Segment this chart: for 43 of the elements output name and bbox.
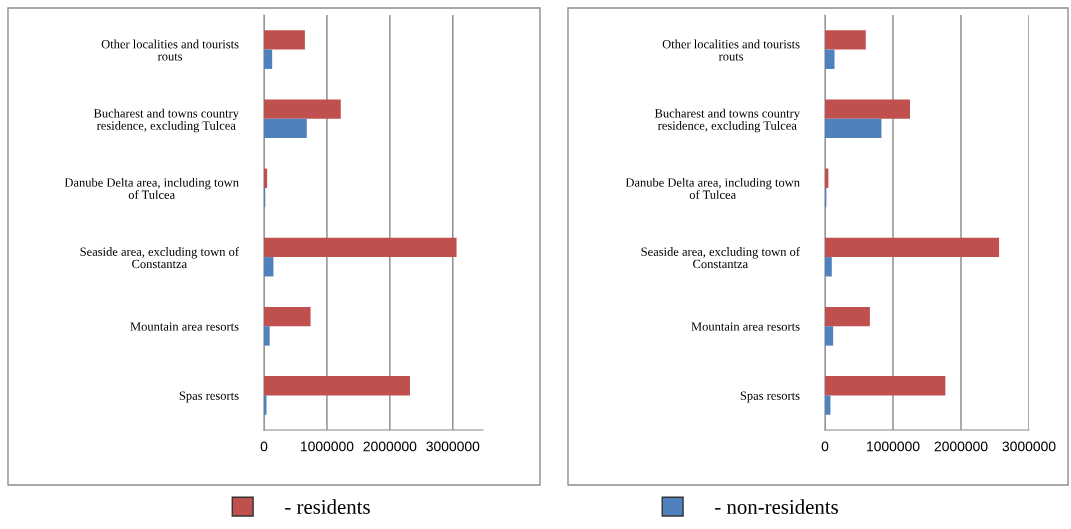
bar	[264, 237, 457, 258]
bar	[264, 257, 274, 277]
bar	[825, 326, 834, 346]
y-tick-label: Spas resorts	[179, 391, 239, 403]
y-tick-label: Danube Delta area, including town of Tulcea	[625, 177, 800, 199]
bar	[264, 99, 341, 119]
y-tick-label: Mountain area resorts	[130, 322, 239, 331]
x-tick-label: 0	[821, 441, 829, 452]
y-tick-label: Other localities and tourists routs	[101, 39, 239, 61]
y-tick-label: Spas resorts	[740, 391, 800, 403]
y-tick-label: Seaside area, excluding town of Constantza	[641, 247, 800, 269]
bar	[264, 30, 305, 50]
x-tick-label: 3000000	[1002, 441, 1056, 452]
x-tick-label: 2000000	[363, 441, 417, 452]
x-tick-label: 1000000	[867, 441, 920, 452]
bar	[825, 395, 831, 415]
bar	[264, 168, 268, 188]
bar	[264, 306, 311, 327]
bar	[825, 306, 870, 327]
bar	[825, 376, 946, 396]
bar	[825, 49, 835, 69]
bar	[825, 99, 910, 119]
y-tick-label: Bucharest and towns country residence, excluding Tulcea	[93, 108, 239, 133]
legend-label: - residents	[285, 499, 370, 514]
x-tick-label: 1000000	[300, 441, 354, 452]
bar	[825, 118, 882, 139]
bar	[264, 118, 307, 139]
bar	[825, 30, 866, 50]
legend-label: - non-residents	[715, 499, 838, 514]
bar	[264, 326, 270, 346]
bar	[264, 376, 410, 396]
y-tick-label: Danube Delta area, including town of Tulcea	[64, 177, 239, 199]
y-tick-label: Other localities and tourists routs	[662, 39, 800, 61]
x-tick-label: 0	[260, 441, 268, 452]
bar	[264, 395, 267, 415]
bar	[825, 237, 1000, 258]
x-tick-label: 2000000	[934, 441, 988, 452]
bar	[825, 257, 832, 277]
y-tick-label: Bucharest and towns country residence, excluding Tulcea	[654, 108, 800, 133]
x-tick-label: 3000000	[426, 441, 480, 452]
y-tick-label: Mountain area resorts	[691, 322, 800, 331]
y-tick-label: Seaside area, excluding town of Constantza	[80, 247, 239, 269]
bar	[264, 49, 273, 69]
